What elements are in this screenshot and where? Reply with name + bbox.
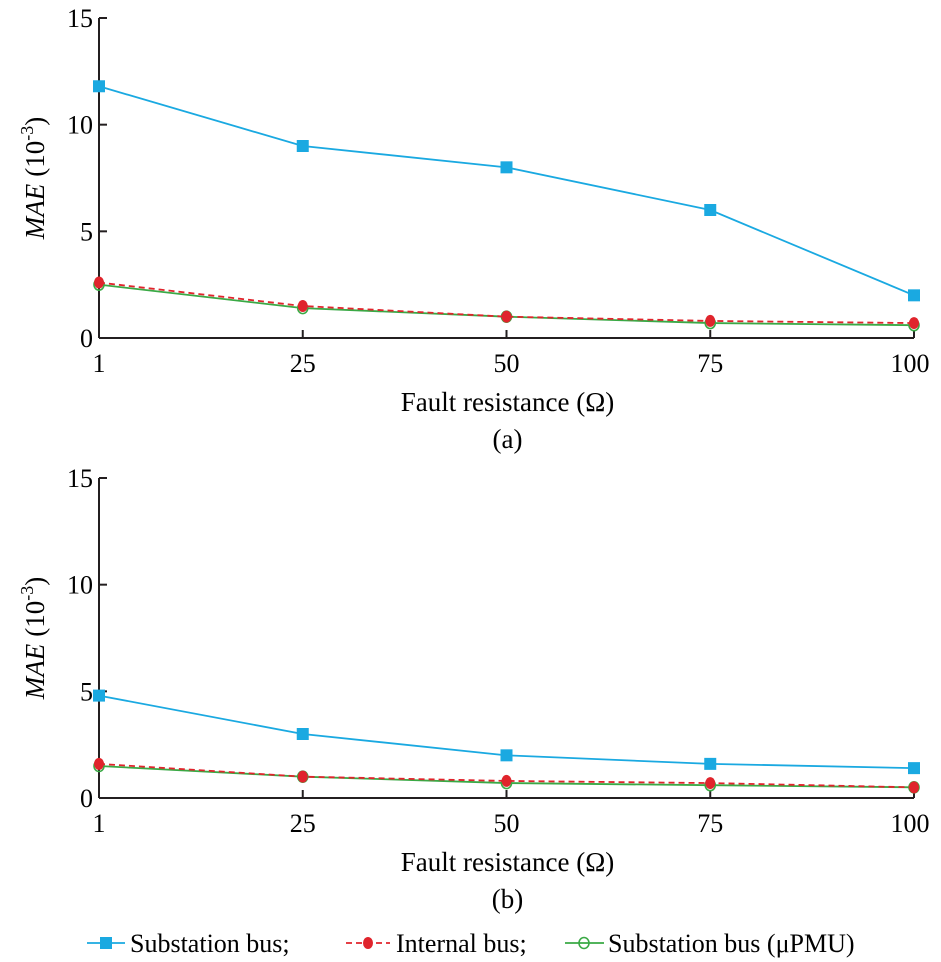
y-tick-label: 15 [67, 4, 93, 33]
y-axis-title-main: MAE [20, 183, 50, 240]
y-axis-title-unit: (10 [20, 141, 50, 177]
y-axis-title-main: MAE [20, 643, 50, 700]
data-point-internal [501, 310, 512, 323]
data-point-internal [705, 314, 716, 327]
panel-label: (b) [492, 884, 523, 914]
y-axis-title-exp: -3 [17, 586, 37, 601]
x-axis-title: Fault resistance (Ω) [401, 387, 615, 417]
y-tick-label: 5 [80, 217, 93, 246]
series-line-substation [98, 85, 915, 297]
y-axis-title: MAE (10-3) [17, 117, 50, 240]
x-tick-label: 75 [697, 809, 723, 838]
data-point-substation [908, 289, 920, 302]
legend: Substation bus; Internal bus; Substation b… [87, 929, 855, 958]
x-tick-label: 75 [697, 349, 723, 378]
legend-label-upmu: Substation bus (μPMU) [608, 929, 855, 958]
panel-label: (a) [493, 424, 523, 454]
y-tick-label: 15 [67, 464, 93, 493]
x-tick-label: 25 [290, 809, 316, 838]
y-axis-title: MAE (10-3) [17, 577, 50, 700]
data-point-substation [704, 204, 717, 216]
y-tick-label: 5 [80, 677, 93, 706]
data-point-internal [909, 781, 919, 794]
y-tick-label: 10 [67, 571, 93, 600]
x-tick-label: 100 [891, 349, 930, 378]
data-point-substation [500, 749, 513, 762]
data-point-substation [296, 140, 309, 152]
data-point-substation [500, 161, 513, 174]
x-tick-label: 1 [93, 809, 106, 838]
data-point-internal [297, 300, 308, 312]
data-point-internal [94, 276, 104, 289]
chart-panel-b: 0 5 10 15 1 25 50 75 100 Fault resistance (Ω) (b) M… [17, 464, 930, 914]
data-point-substation [93, 689, 105, 702]
data-point-internal [501, 774, 512, 787]
y-tick-label: 0 [80, 324, 93, 353]
x-tick-label: 25 [290, 349, 316, 378]
data-point-substation [93, 80, 105, 93]
y-tick-label: 0 [80, 784, 93, 813]
data-point-internal [705, 777, 716, 790]
data-point-substation [296, 728, 309, 740]
x-tick-label: 50 [494, 349, 520, 378]
legend-marker-upmu [578, 936, 590, 950]
legend-label-internal: Internal bus; [396, 929, 527, 958]
x-tick-label: 50 [494, 809, 520, 838]
series-line-internal [98, 281, 915, 324]
chart-panel-a: 0 5 10 15 1 25 50 75 100 Fault resistance (Ω) (a) M… [17, 4, 930, 454]
data-point-internal [909, 317, 919, 330]
legend-marker-internal [363, 937, 373, 949]
legend-marker-substation [100, 937, 112, 949]
y-axis-title-exp: -3 [17, 126, 37, 141]
data-point-substation [704, 757, 717, 770]
y-axis-title-close: ) [20, 117, 50, 126]
y-axis-title-close: ) [20, 577, 50, 586]
y-tick-label: 10 [67, 111, 93, 140]
y-axis-title-unit: (10 [20, 601, 50, 637]
x-tick-label: 1 [93, 349, 106, 378]
x-axis-title: Fault resistance (Ω) [401, 847, 615, 877]
data-point-internal [94, 757, 104, 770]
data-point-substation [908, 762, 920, 775]
x-tick-label: 100 [891, 809, 930, 838]
data-point-internal [297, 770, 308, 783]
legend-label-substation: Substation bus; [130, 929, 290, 958]
